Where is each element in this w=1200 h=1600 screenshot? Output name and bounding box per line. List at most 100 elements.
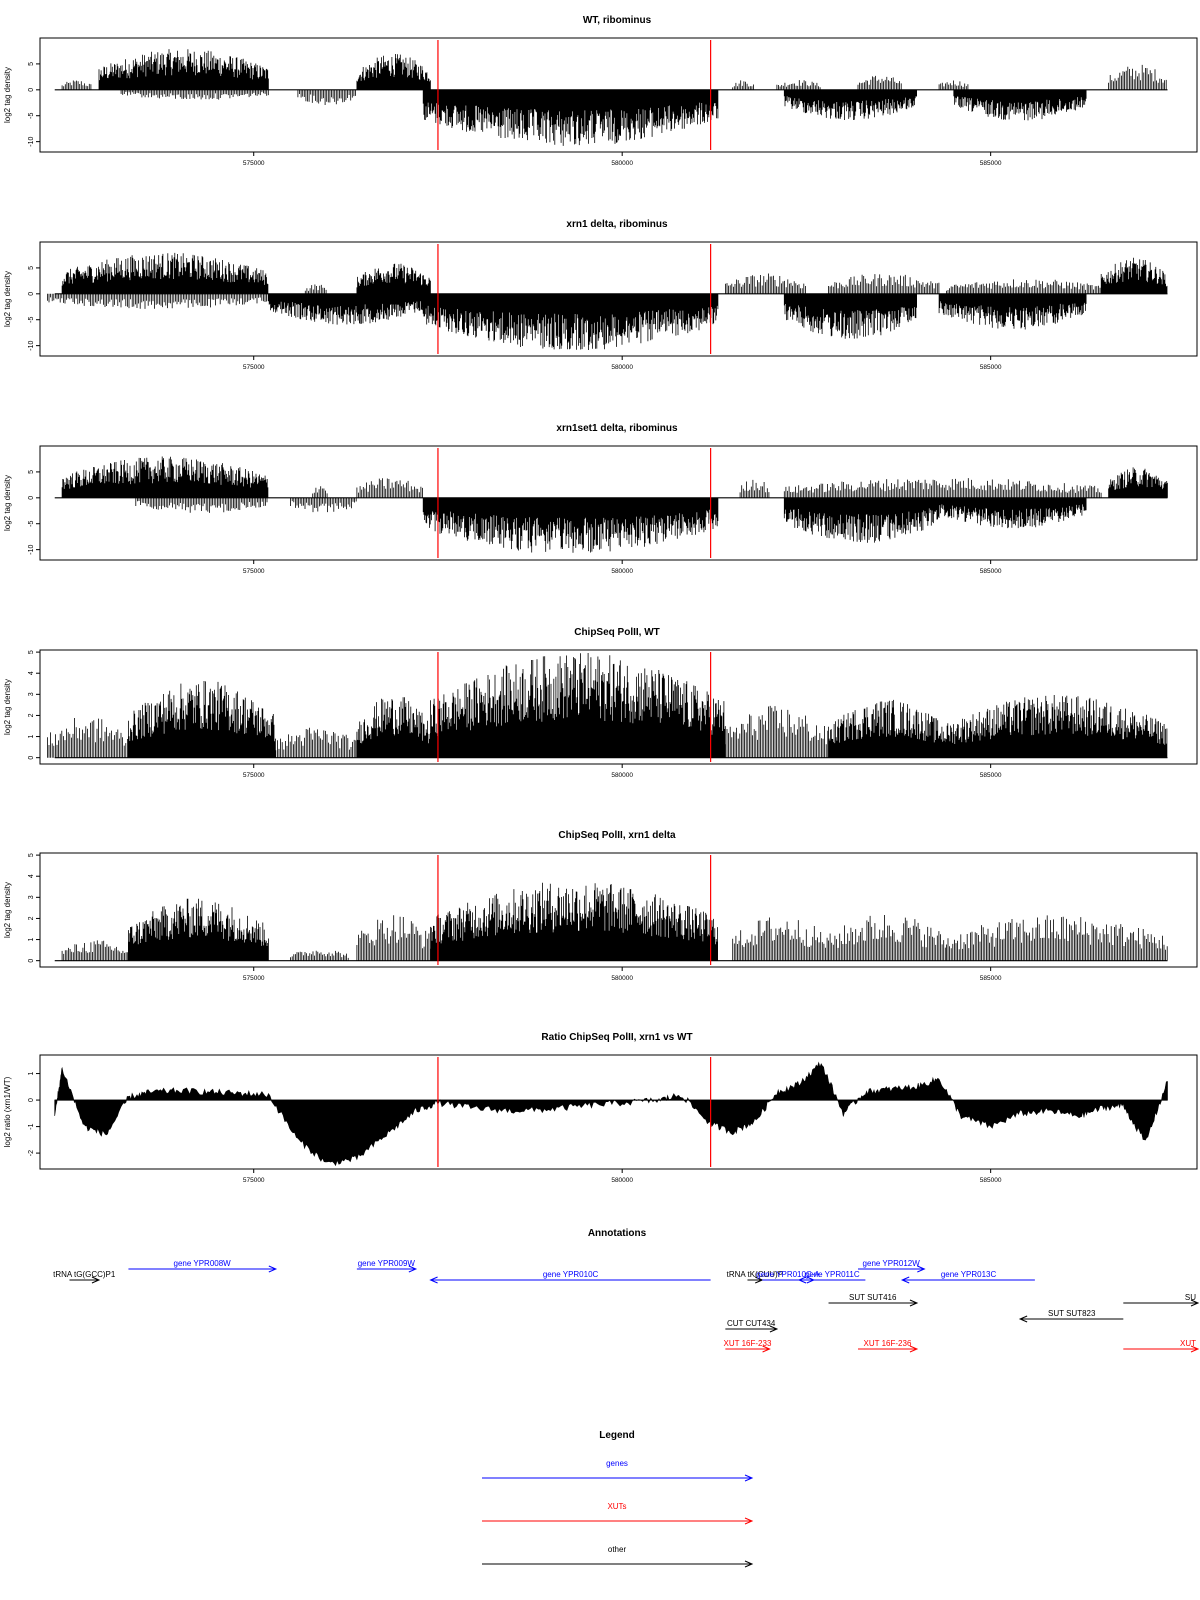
legend-arrow-arrowhead [744, 1474, 754, 1482]
y-tick-label: 3 [28, 692, 35, 696]
bar-cluster [828, 274, 940, 294]
bar-cluster [268, 293, 424, 325]
plot-frame [39, 852, 1198, 968]
bar-cluster [98, 49, 269, 90]
annotation-feature: SUT SUT823 [1018, 1309, 1124, 1323]
bar-cluster [356, 915, 431, 961]
y-tick-label: 1 [28, 735, 35, 739]
annotation-feature: gene YPR009W [356, 1259, 418, 1273]
panel-title: WT, ribominus [583, 15, 652, 26]
x-tick-label: 585000 [980, 772, 1002, 779]
annotation-feature: gene YPR010C [429, 1270, 711, 1284]
annotation-items: tRNA tG(GCC)P1 gene YPR008W gene YPR009W ge… [53, 1259, 1200, 1353]
x-tick-label: 575000 [243, 772, 265, 779]
bottom-strand-region [268, 293, 424, 325]
y-tick-label: 0 [28, 756, 35, 760]
bar-cluster [783, 478, 1102, 498]
annotation-arrow-arrowhead [1190, 1299, 1200, 1307]
top-strand-region [725, 705, 829, 758]
y-tick-label: -5 [28, 113, 35, 119]
y-tick-label: 2 [28, 916, 35, 920]
annotation-arrow-arrowhead [909, 1345, 919, 1353]
annotation-arrow-arrowhead [909, 1299, 919, 1307]
panel-title: ChipSeq PolII, WT [574, 627, 660, 638]
y-tick-label: 0 [28, 1098, 35, 1102]
x-tick-label: 580000 [611, 772, 633, 779]
x-tick-label: 580000 [611, 1177, 633, 1184]
bar-cluster [47, 293, 269, 309]
plot-frame [39, 1054, 1198, 1170]
top-strand-region [430, 882, 718, 961]
bar-cluster [938, 80, 969, 90]
bar-cluster [725, 273, 806, 294]
bar-cluster [938, 293, 1087, 330]
plot-frame [39, 241, 1198, 357]
bar-cluster [356, 54, 431, 90]
bottom-strand-region [783, 497, 940, 543]
bar-cluster [304, 284, 327, 294]
annotation-feature: tRNA tG(GCC)P1 [53, 1270, 116, 1284]
bottom-strand-region [783, 293, 917, 339]
bar-cluster [783, 89, 917, 120]
annotation-arrow-arrowhead [917, 1265, 926, 1273]
y-tick-label: 0 [28, 959, 35, 963]
annotation-label: XUT 16F-236 [864, 1339, 912, 1348]
panel-5: ChipSeq PolII, xrn1 delta log2 tag densit… [3, 830, 1198, 982]
top-strand-region [61, 456, 269, 498]
top-strand-region [783, 478, 1102, 498]
panel-title: Ratio ChipSeq PolII, xrn1 vs WT [541, 1032, 692, 1043]
top-strand-region [304, 284, 327, 294]
y-axis-label: log2 tag density [3, 271, 12, 327]
annotation-feature: SU [1123, 1293, 1200, 1307]
x-tick-label: 585000 [980, 568, 1002, 575]
y-tick-label: 3 [28, 895, 35, 899]
bottom-strand-region [953, 89, 1087, 121]
bar-cluster [290, 950, 349, 961]
bar-cluster [47, 718, 128, 758]
y-tick-label: 0 [28, 496, 35, 500]
annotation-arrow-arrowhead [900, 1276, 910, 1284]
y-axis-label: log2 tag density [3, 882, 12, 938]
annotation-arrow-arrowhead [1018, 1315, 1028, 1323]
y-tick-label: -2 [28, 1150, 35, 1156]
top-strand-region [430, 653, 726, 758]
top-strand-region [356, 915, 431, 961]
plot-frame [39, 649, 1198, 765]
panel-2: xrn1 delta, ribominus log2 tag density -10… [3, 219, 1198, 371]
top-strand-region [1100, 257, 1168, 294]
x-tick-label: 585000 [980, 1177, 1002, 1184]
annotation-label: gene YPR012W [863, 1259, 921, 1268]
annotation-arrow-arrowhead [91, 1276, 101, 1284]
top-strand-region [356, 697, 431, 758]
bottom-strand-region [297, 89, 356, 105]
annotation-feature: SUT SUT416 [828, 1293, 919, 1307]
legend-title: Legend [599, 1430, 635, 1441]
panel-1: WT, ribominus log2 tag density -10 -5 0 5 5750… [3, 15, 1198, 167]
bar-cluster [61, 940, 129, 961]
y-axis-label: log2 ratio (xrn1/WT) [3, 1076, 12, 1147]
y-axis-label: log2 tag density [3, 475, 12, 531]
top-strand-region [61, 940, 129, 961]
legend-entry: XUTs [482, 1502, 754, 1525]
annotation-label: gene YPR010C-A [756, 1270, 820, 1279]
bar-cluster [776, 80, 821, 90]
bottom-strand-region [938, 293, 1087, 330]
top-strand-region [946, 279, 1101, 294]
y-axis-label: log2 tag density [3, 679, 12, 735]
bar-cluster [297, 89, 356, 105]
y-tick-label: 1 [28, 938, 35, 942]
annotation-label: SU [1185, 1293, 1196, 1302]
legend-entry: other [482, 1545, 754, 1568]
legend-label: genes [606, 1459, 628, 1468]
bar-cluster [422, 89, 719, 146]
x-tick-label: 575000 [243, 160, 265, 167]
y-tick-label: 1 [28, 1072, 35, 1076]
annotations-track: Annotations tRNA tG(GCC)P1 gene YPR008W ge… [53, 1228, 1200, 1353]
top-strand-region [946, 695, 1168, 758]
top-strand-region [312, 486, 328, 498]
annotation-feature: gene YPR008W [128, 1259, 278, 1273]
top-strand-region [828, 699, 947, 758]
annotation-label: CUT CUT434 [727, 1319, 776, 1328]
top-strand-region [275, 727, 357, 758]
